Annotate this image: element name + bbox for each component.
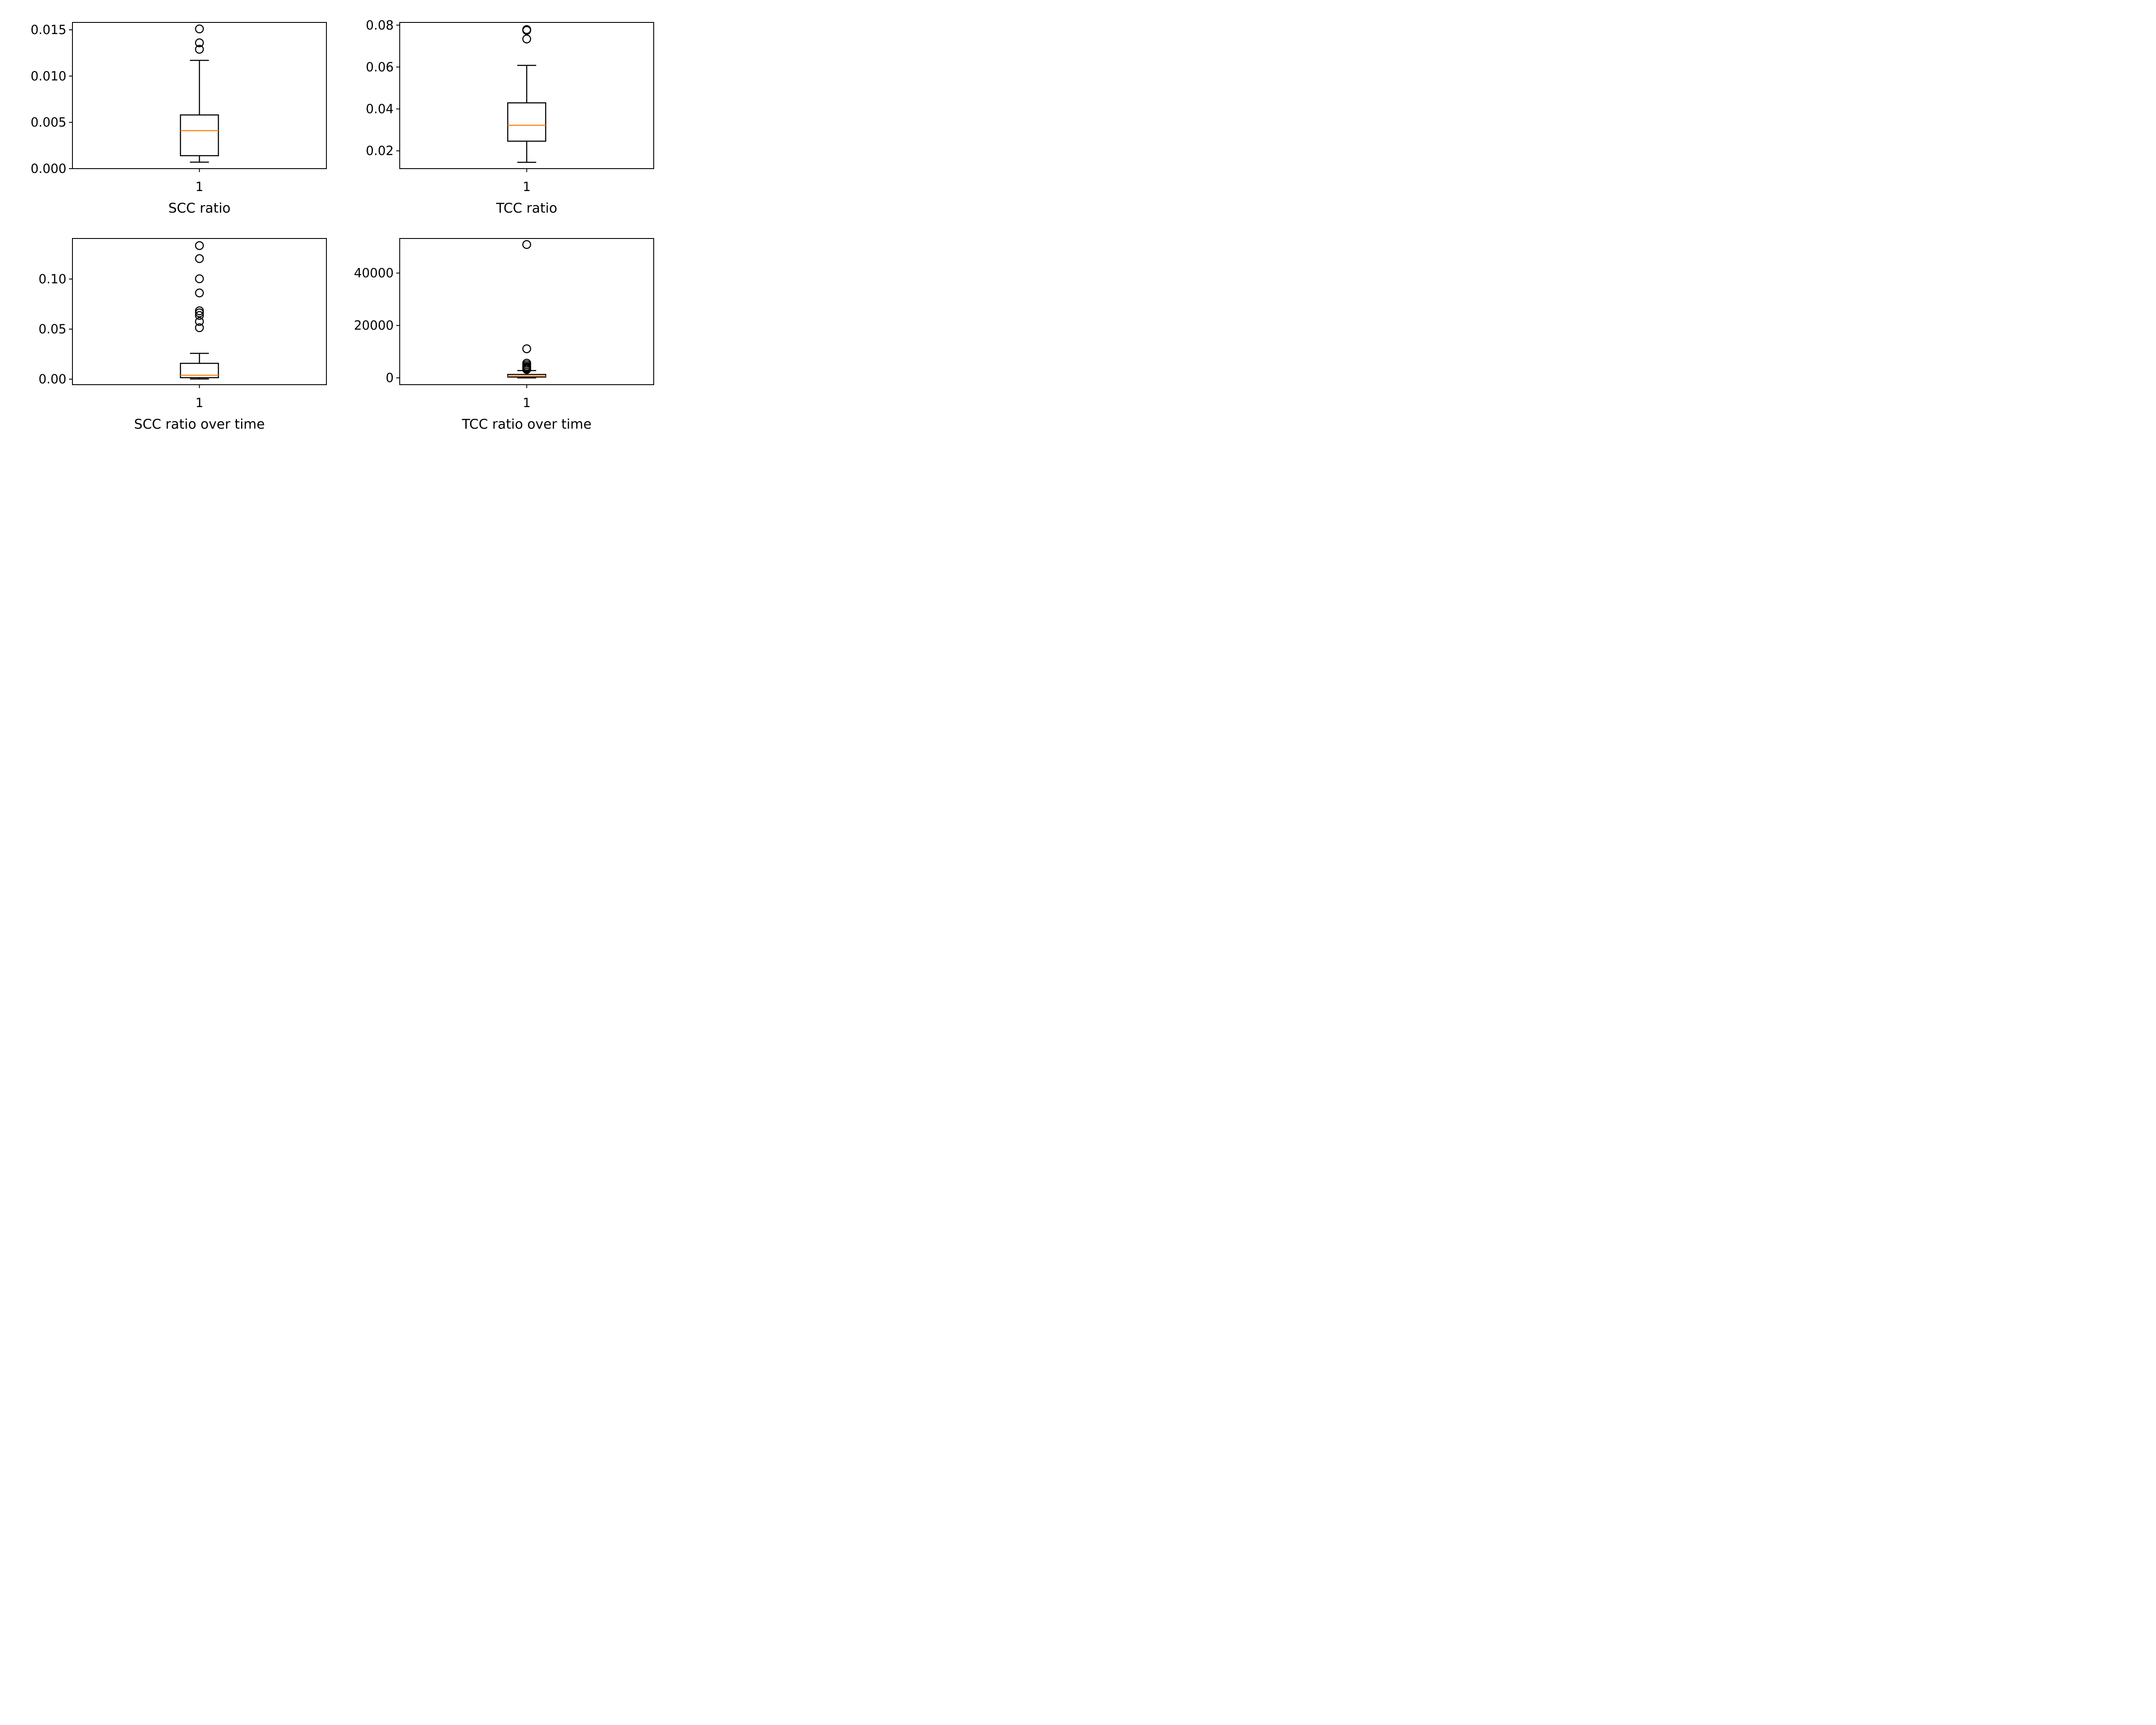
outlier-point <box>522 358 531 368</box>
outlier-point <box>195 254 204 263</box>
y-tick-label: 0.05 <box>38 322 66 336</box>
outlier-point <box>195 323 204 332</box>
outlier-point <box>195 311 204 320</box>
outlier-point <box>195 24 204 34</box>
y-tick-label: 0.04 <box>366 102 394 116</box>
outlier-point <box>195 44 204 54</box>
y-tick-label: 20000 <box>354 318 394 333</box>
y-tick-label: 0 <box>386 370 394 385</box>
outlier-point <box>195 38 204 47</box>
outlier-point <box>522 34 531 44</box>
x-tick-label: 1 <box>195 179 203 194</box>
outlier-point <box>195 274 204 283</box>
y-tick-label: 0.010 <box>31 69 66 83</box>
y-tick-label: 40000 <box>354 266 394 280</box>
y-tick-label: 0.015 <box>31 22 66 37</box>
y-tick-label: 0.000 <box>31 161 66 176</box>
x-axis-label: TCC ratio over time <box>461 417 592 432</box>
outlier-point <box>522 344 531 354</box>
y-tick-label: 0.02 <box>366 144 394 158</box>
y-tick-label: 0.06 <box>366 60 394 74</box>
outlier-point <box>195 289 204 298</box>
iqr-box <box>180 114 219 157</box>
outlier-point <box>195 306 204 315</box>
outlier-point <box>522 25 531 34</box>
iqr-box <box>180 363 219 378</box>
x-tick-label: 1 <box>523 179 530 194</box>
y-tick-label: 0.08 <box>366 18 394 32</box>
x-axis-label: TCC ratio <box>496 201 558 216</box>
iqr-box <box>507 102 546 142</box>
x-axis-label: SCC ratio <box>168 201 230 216</box>
outlier-point <box>195 317 204 326</box>
outlier-point <box>522 240 531 249</box>
subplot-scc-ratio-over-time: 0.00 0.05 0.10 1 SCC ratio over time <box>38 238 327 432</box>
x-tick-label: 1 <box>195 395 203 410</box>
x-axis-label: SCC ratio over time <box>134 417 265 432</box>
x-tick-label: 1 <box>523 395 530 410</box>
y-tick-label: 0.005 <box>31 115 66 130</box>
outlier-point <box>195 241 204 250</box>
subplot-scc-ratio: 0.000 0.005 0.010 0.015 1 SCC ratio <box>31 22 327 216</box>
y-tick-label: 0.10 <box>38 272 66 286</box>
y-tick-label: 0.00 <box>38 372 66 386</box>
subplot-tcc-ratio: 0.02 0.04 0.06 0.08 1 TCC ratio <box>366 18 654 216</box>
subplot-tcc-ratio-over-time: 0 20000 40000 1 TCC ratio over time <box>354 238 654 432</box>
